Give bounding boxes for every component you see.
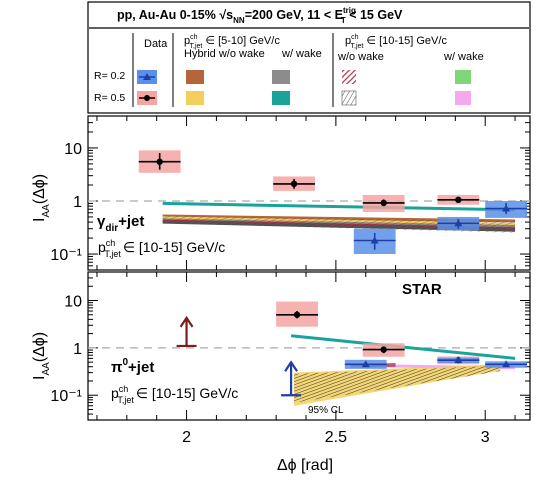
y-axis-label-bottom: IAA(Δϕ) [31,332,52,380]
panel-bottom: 10 1 10⁻¹ STAR π0+jet pch T,jet ∈ [10-15] Ge… [50,271,531,421]
limit-arrowhead [284,360,298,372]
cl-label: 95% CL [308,405,344,416]
y-tick-label: 1 [73,341,82,358]
y-tick-label: 10 [64,141,82,158]
data-point-r02 [454,356,463,364]
legend-col-pt2-wake: w/ wake [443,51,484,63]
y-tick-label: 1 [73,194,82,211]
x-axis-ticks: 2 2.5 3 [182,429,490,446]
panel-top-label: γdir+jet [97,213,144,234]
legend-header: pp, Au-Au 0-15% √sNN=200 GeV, 11 < Etrig… [117,6,403,25]
legend-swatch-data-r02 [137,70,157,84]
x-tick-label: 2 [182,429,191,446]
model-band [162,216,516,233]
panel-bottom-points [176,301,528,397]
legend-swatch-wake-1015-r05 [455,91,471,105]
panel-top-points [138,150,528,255]
panel-bottom-pt-label: pch T,jet ∈ [10-15] GeV/c [111,384,238,405]
data-point-r02 [361,360,370,368]
legend-col-pt1-hybrid: Hybrid w/o wake [184,48,265,60]
panel-bottom-label: π0+jet [111,357,154,376]
legend-swatch-hybrid-510-r02 [186,70,204,84]
y-tick-label: 10⁻¹ [50,247,82,264]
legend: pp, Au-Au 0-15% √sNN=200 GeV, 11 < Etrig… [87,1,531,114]
legend-swatch-hybrid-1015-r02 [342,70,356,84]
legend-col-pt2-nowake: w/o wake [337,51,384,63]
legend-swatch-hybrid-1015-r05 [341,90,357,106]
legend-col-pt1: pch T,jet ∈ [5-10] GeV/c [184,34,280,50]
data-point-r05 [156,158,163,165]
model-curve [162,201,516,212]
legend-swatch-wake-510-r02 [272,70,290,84]
legend-col-pt1-wake: w/ wake [281,48,322,60]
x-axis-label: Δϕ [rad] [277,457,333,474]
panel-top-pt-label: pch T,jet ∈ [10-15] GeV/c [98,238,225,259]
data-point-r02 [502,360,511,368]
panel-top: 10 1 10⁻¹ γdir+jet pch T,jet ∈ [10-15] GeV/c [50,115,531,271]
legend-swatch-wake-1015-r02 [455,70,471,84]
panel-top-frame [87,115,531,271]
data-point-r05 [290,180,298,188]
data-point-r05 [380,199,387,207]
panel-bottom-frame [87,271,531,421]
data-point-r02 [454,219,463,227]
legend-row-r02: R= 0.2 [94,70,125,82]
data-point-r05 [293,311,301,318]
y-tick-label: 10 [64,294,82,311]
legend-swatch-wake-510-r05 [272,91,290,105]
x-tick-label: 2.5 [325,429,347,446]
data-point-r02 [502,204,511,212]
limit-arrowhead [179,315,194,328]
x-tick-label: 3 [481,429,490,446]
y-tick-label: 10⁻¹ [50,388,82,405]
star-label: STAR [402,281,442,298]
data-point-r05 [380,346,387,353]
data-point-r05 [455,196,462,204]
legend-swatch-hybrid-510-r05 [186,91,204,105]
panel-bottom-model-curves [290,334,516,406]
legend-row-r05: R= 0.5 [94,92,125,104]
legend-col-data: Data [144,38,168,50]
panel-bottom-y-ticks: 10 1 10⁻¹ [50,271,530,421]
data-point-r02 [370,236,379,244]
legend-col-pt2: pch T,jet ∈ [10-15] GeV/c [345,34,447,50]
legend-swatch-data-r05 [137,91,157,105]
model-band-hatched [294,365,501,403]
y-axis-label-top: IAA(Δϕ) [31,174,52,222]
